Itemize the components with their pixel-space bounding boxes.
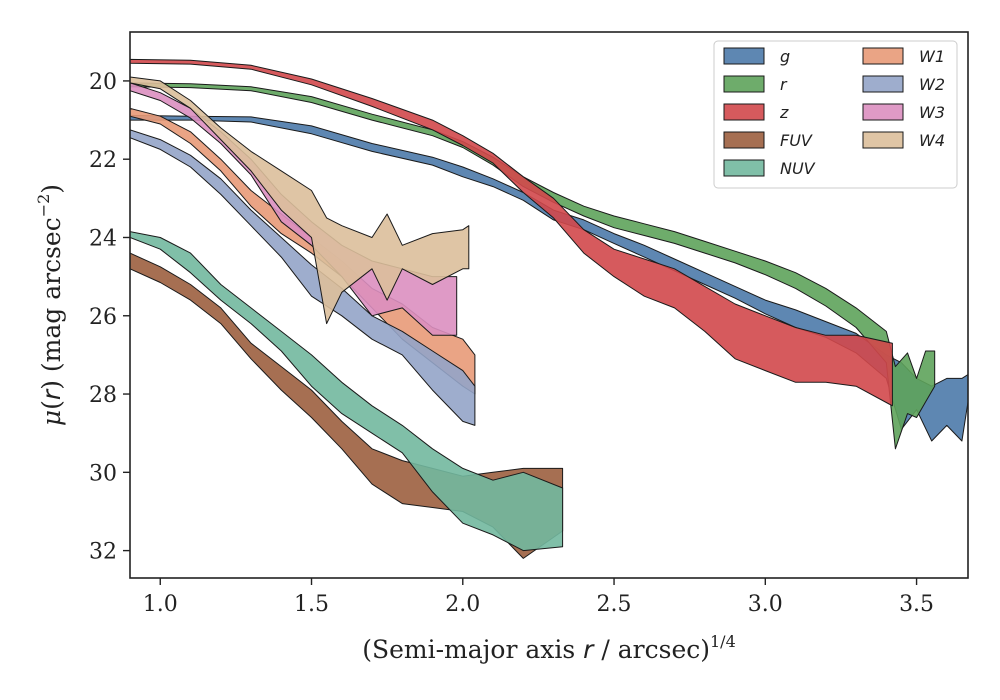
legend-swatch [862,103,904,121]
band-w2 [130,129,476,426]
x-tick-label: 2.5 [597,592,632,617]
legend-swatch [723,103,765,121]
band-nuv [130,231,564,552]
y-tick-label: 32 [89,540,117,565]
legend-item-z: z [723,103,789,122]
legend-label: FUV [780,131,813,150]
y-tick-label: 20 [89,70,117,95]
legend-label: W4 [919,131,945,150]
legend: grz FUV NUV W1 W2 W3 W4 [713,40,958,189]
x-axis-ticks: 1.0 1.5 2.0 2.5 3.0 3.5 [143,578,934,617]
legend-swatch [862,75,904,93]
legend-label: W1 [919,47,945,66]
legend-swatch [862,47,904,65]
legend-label: W3 [919,103,945,122]
legend-item-fuv: FUV [723,131,813,150]
legend-item-w4: W4 [862,131,945,150]
x-tick-label: 1.5 [294,592,329,617]
y-tick-label: 24 [89,226,117,251]
legend-item-nuv: NUV [723,159,816,178]
y-axis-label: μ(r) (mag arcsec−2) [34,184,66,426]
y-tick-label: 28 [89,383,117,408]
y-axis-ticks: 20 22 24 26 28 30 32 [89,70,130,565]
legend-item-r: r [723,75,788,94]
legend-swatch [723,75,765,93]
legend-label: g [780,47,790,66]
x-tick-label: 3.5 [899,592,934,617]
legend-swatch [723,131,765,149]
legend-label: NUV [780,159,816,178]
legend-label: z [779,103,789,122]
legend-swatch [862,131,904,149]
profile-bands [130,58,968,559]
x-axis-label: (Semi-major axis r / arcsec)1/4 [362,632,736,664]
legend-item-g: g [723,47,790,66]
plot-frame [129,31,969,579]
band-w4 [130,76,470,325]
y-tick-label: 30 [89,461,117,486]
x-tick-label: 3.0 [748,592,783,617]
x-tick-label: 2.0 [445,592,480,617]
legend-swatch [723,159,765,177]
y-tick-label: 22 [89,148,117,173]
legend-label: W2 [919,75,945,94]
legend-item-w3: W3 [862,103,945,122]
x-tick-label: 1.0 [143,592,178,617]
legend-item-w1: W1 [862,47,945,66]
band-z [130,58,893,407]
legend-swatch [723,47,765,65]
legend-item-w2: W2 [862,75,945,94]
legend-label: r [780,75,788,94]
y-tick-label: 26 [89,305,117,330]
